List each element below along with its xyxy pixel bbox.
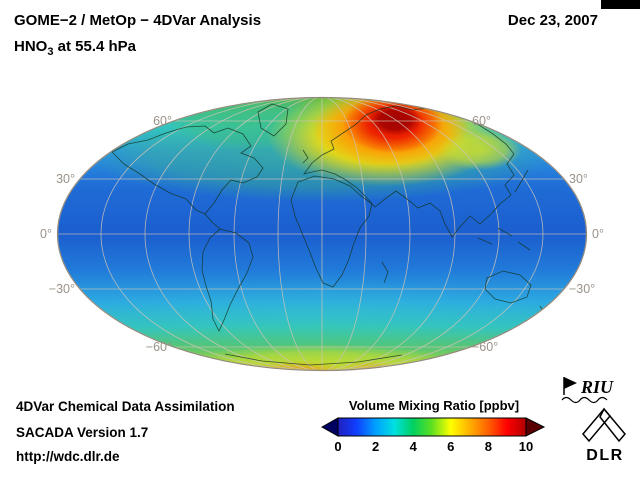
lat-label-left-60: 60° — [153, 114, 172, 128]
colorbar-right-arrow — [525, 417, 546, 437]
colorbar-gradient — [320, 417, 546, 437]
dlr-logo: DLR — [582, 407, 626, 464]
riu-logo-text: RIU — [580, 377, 614, 397]
coast-madagascar — [381, 261, 389, 284]
colorbar-left-arrow — [320, 417, 339, 437]
colorbar-ticks: 0 2 4 6 8 10 — [320, 439, 548, 455]
coast-uk — [302, 149, 309, 164]
colorbar-bar — [337, 417, 527, 437]
species-title: HNO3 at 55.4 hPa — [14, 38, 136, 58]
footer-version: SACADA Version 1.7 — [16, 425, 149, 440]
coast-north-america — [111, 125, 264, 215]
dlr-logo-text: DLR — [586, 447, 623, 464]
pressure-level: at 55.4 hPa — [53, 38, 137, 55]
coast-central-america — [204, 213, 221, 230]
colorbar-title: Volume Mixing Ratio [ppbv] — [348, 398, 520, 413]
footer-assimilation: 4DVar Chemical Data Assimilation — [16, 399, 235, 414]
riu-logo: RIU — [561, 377, 614, 404]
map-field — [58, 98, 586, 370]
corner-artifact — [601, 0, 640, 9]
coast-se-asia — [477, 227, 531, 251]
coast-eurasia — [303, 105, 515, 238]
coast-australia — [484, 270, 532, 304]
date-label: Dec 23, 2007 — [507, 12, 598, 29]
siberia-yellow-patch — [438, 130, 522, 170]
map-border — [56, 96, 588, 372]
coastlines — [111, 103, 547, 366]
riu-wave-icon — [561, 396, 608, 404]
coast-africa — [290, 175, 373, 288]
footer-url: http://wdc.dlr.de — [16, 449, 120, 464]
coast-south-america — [201, 228, 254, 332]
colorbar-tick-10: 10 — [518, 439, 534, 454]
coast-antarctica — [224, 353, 403, 366]
riu-flag-icon — [564, 377, 577, 389]
colorbar-tick-2: 2 — [371, 439, 380, 454]
lat-label-right-m60: −60° — [472, 340, 499, 354]
antarctic-orange-spot-2 — [340, 361, 404, 370]
lat-label-left-0: 0° — [40, 227, 52, 241]
lat-label-right-60: 60° — [472, 114, 491, 128]
colorbar-tick-8: 8 — [484, 439, 493, 454]
lat-label-right-30: 30° — [569, 172, 588, 186]
dlr-emblem-right-blade — [599, 407, 626, 443]
species-name: HNO — [14, 38, 48, 55]
lat-label-right-0: 0° — [592, 227, 604, 241]
colorbar-tick-6: 6 — [447, 439, 455, 454]
colorbar-tick-4: 4 — [409, 439, 417, 454]
lat-label-right-m30: −30° — [569, 282, 596, 296]
colorbar-tick-0: 0 — [334, 439, 342, 454]
lat-label-left-m60: −60° — [145, 340, 172, 354]
lat-label-left-m30: −30° — [48, 282, 75, 296]
coast-greenland — [257, 103, 289, 137]
lat-label-left-30: 30° — [56, 172, 75, 186]
coast-japan — [514, 169, 529, 193]
page-title-text: GOME−2 / MetOp − 4DVar Analysis — [14, 12, 262, 29]
page-title: GOME−2 / MetOp − 4DVar Analysis — [14, 12, 261, 29]
species-subscript: 3 — [47, 46, 54, 58]
colorbar: Volume Mixing Ratio [ppbv] 0 2 4 6 — [320, 398, 548, 455]
